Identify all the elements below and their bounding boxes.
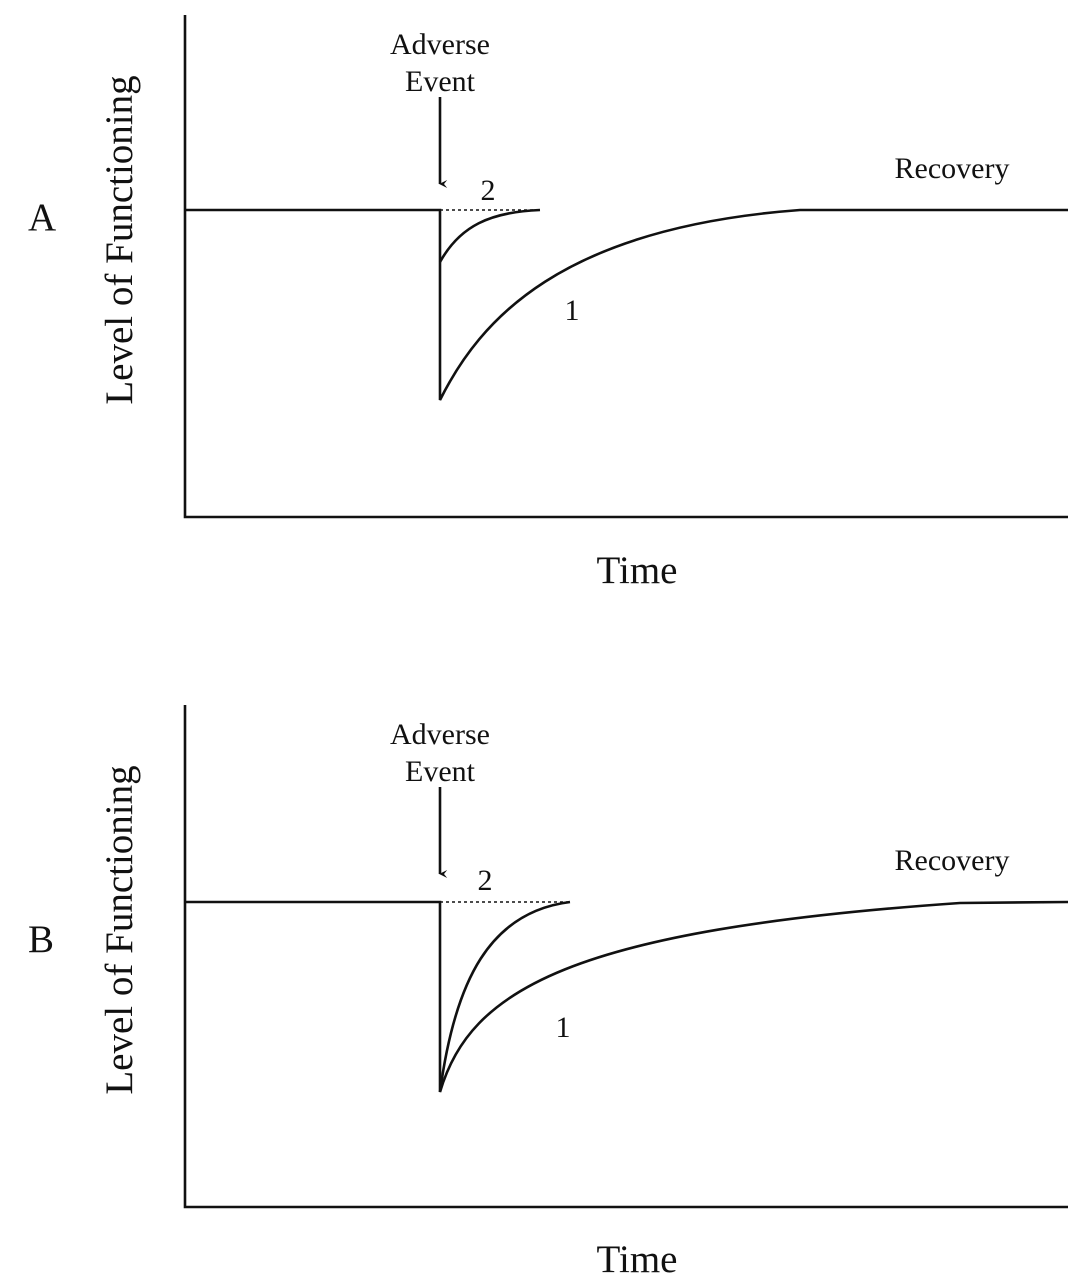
curve-label: 1: [556, 1011, 571, 1044]
event-label: Event: [405, 65, 476, 98]
panel-b: B Level of Functioning Time Adverse Even…: [28, 705, 1069, 1279]
event-label: Adverse: [390, 28, 490, 61]
y-axis-label: Level of Functioning: [98, 75, 141, 404]
event-label: Event: [405, 755, 476, 788]
curve-2: [438, 208, 541, 263]
axes: [183, 705, 1068, 1209]
panel-label: A: [28, 196, 56, 239]
event-label: Adverse: [390, 718, 490, 751]
curve-1: [185, 208, 1068, 401]
curve-label: 1: [565, 294, 580, 327]
curve-label: 2: [481, 174, 496, 207]
axes: [183, 15, 1068, 519]
panel-a: A Level of Functioning Time Adverse Even…: [28, 15, 1068, 592]
recovery-label: Recovery: [895, 152, 1010, 185]
y-axis-label: Level of Functioning: [98, 765, 141, 1094]
curve-label: 2: [478, 864, 493, 897]
x-axis-label: Time: [597, 549, 678, 592]
panel-label: B: [28, 918, 54, 961]
recovery-label: Recovery: [895, 844, 1010, 877]
curve-2: [438, 900, 571, 1093]
x-axis-label: Time: [597, 1238, 678, 1279]
curve-1: [185, 900, 1069, 1093]
